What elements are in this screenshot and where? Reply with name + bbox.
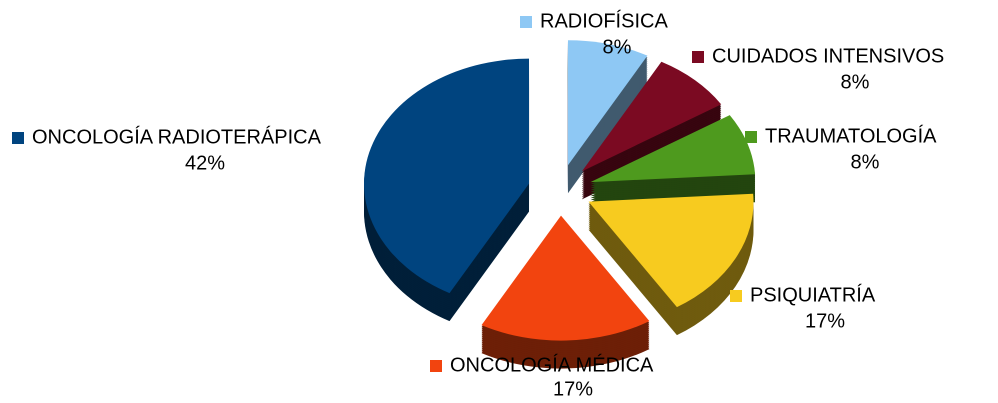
slice [481,215,650,341]
slice-value: 17% [553,378,593,400]
slice-value: 42% [185,152,225,174]
legend-marker [745,131,757,143]
slice [581,61,722,172]
slice-value: 8% [841,71,870,93]
slice-label: CUIDADOS INTENSIVOS [712,45,944,67]
slice-label: TRAUMATOLOGÍA [765,124,937,147]
slice-value: 17% [805,310,845,332]
slice [590,115,756,183]
slice-label: ONCOLOGÍA MÉDICA [450,353,654,376]
legend-marker [730,290,742,302]
slice [567,40,648,166]
slice-label: ONCOLOGÍA RADIOTERÁPICA [32,125,322,148]
legend-marker [520,16,532,28]
slice [364,58,530,294]
legend-marker [12,132,24,144]
slice-label: PSIQUIATRÍA [750,283,876,306]
slice-label: RADIOFÍSICA [540,9,668,32]
legend-marker [430,360,442,372]
slice-value: 8% [603,36,632,58]
legend-marker [692,51,704,63]
slice [588,193,754,308]
slice-value: 8% [851,151,880,173]
